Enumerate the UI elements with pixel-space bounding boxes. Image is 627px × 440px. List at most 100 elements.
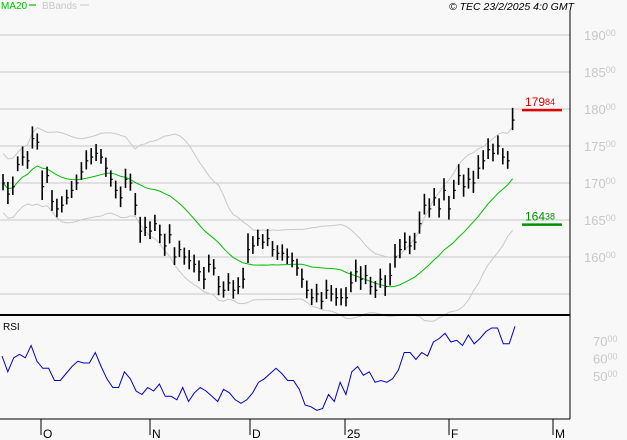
- price-bar: [261, 234, 265, 249]
- price-bar: [423, 193, 427, 215]
- price-bar: [369, 276, 373, 295]
- price-bar: [90, 148, 94, 165]
- price-bar: [51, 190, 54, 211]
- price-bar: [80, 162, 84, 180]
- legend-bbands: BBands: [42, 1, 77, 12]
- price-tick-label: 18500: [584, 65, 616, 80]
- price-tick-label: 16500: [584, 213, 616, 228]
- price-bar: [506, 151, 510, 169]
- price-bar: [193, 254, 197, 273]
- price-bar: [492, 143, 495, 162]
- price-bar: [345, 287, 348, 307]
- price-tick-label: 19000: [584, 28, 616, 43]
- month-label: 25: [347, 427, 361, 440]
- price-tick-label: 17000: [584, 176, 616, 191]
- price-bar: [208, 254, 211, 273]
- price-bar: [46, 166, 50, 183]
- price-axis: 19000 18500 18000 17500 17000 16500 16000: [584, 28, 616, 265]
- price-bar: [188, 250, 192, 270]
- price-bar: [477, 155, 481, 179]
- price-bar: [134, 192, 138, 216]
- bollinger-bands: [2, 126, 513, 322]
- ma20-path: [2, 165, 513, 288]
- price-bar: [12, 176, 15, 196]
- price-bar: [301, 268, 304, 288]
- price-bar: [203, 266, 206, 290]
- price-bar: [21, 146, 25, 166]
- rsi-line: [1, 326, 516, 411]
- price-bar: [403, 232, 407, 251]
- price-bar: [56, 198, 59, 218]
- price-bar: [408, 235, 412, 255]
- price-bar: [438, 198, 442, 218]
- price-bar: [443, 178, 446, 201]
- month-label: D: [252, 427, 261, 440]
- price-bar: [354, 259, 358, 282]
- price-bar: [310, 288, 314, 306]
- price-bar: [276, 245, 280, 260]
- price-bar: [16, 156, 20, 172]
- price-bar: [217, 276, 221, 296]
- price-bar: [227, 273, 231, 291]
- price-bar: [291, 252, 295, 268]
- price-bar: [2, 174, 5, 191]
- price-bar: [315, 283, 319, 303]
- price-bar: [75, 174, 79, 190]
- price-bar: [31, 126, 35, 149]
- price-bar: [271, 241, 275, 257]
- price-bar: [296, 258, 299, 276]
- price-marker-label: 16438: [525, 210, 555, 224]
- price-bar: [168, 224, 172, 244]
- price-bar: [374, 280, 378, 298]
- price-bar: [256, 229, 260, 246]
- price-bar: [252, 236, 255, 254]
- rsi-tick-label: 6000: [593, 352, 617, 367]
- price-bar: [159, 224, 162, 244]
- rsi-axis: 7000 6000 5000: [593, 334, 617, 384]
- price-bar: [144, 216, 148, 237]
- price-bar: [105, 157, 108, 177]
- bbands-lower: [2, 203, 513, 322]
- price-bar: [65, 189, 69, 205]
- price-bar: [281, 244, 285, 261]
- time-axis: O N D 25 F M: [40, 419, 565, 440]
- price-tick-label: 18000: [584, 102, 616, 117]
- price-bar: [320, 292, 324, 310]
- price-bar: [60, 196, 64, 213]
- price-bar: [399, 239, 402, 259]
- price-bar: [394, 243, 397, 268]
- rsi-tick-label: 5000: [593, 369, 617, 384]
- price-tick-label: 17500: [584, 139, 616, 154]
- price-bar: [173, 247, 177, 265]
- price-bar: [163, 233, 167, 256]
- price-tick-label: 16000: [584, 250, 616, 265]
- price-bar: [286, 248, 290, 264]
- price-bar: [232, 280, 236, 299]
- price-bar: [448, 195, 451, 220]
- price-bar: [482, 150, 486, 170]
- rsi-label: RSI: [3, 322, 20, 333]
- price-bar: [26, 151, 30, 169]
- price-bar: [266, 229, 270, 247]
- price-bar: [95, 144, 99, 162]
- price-bar: [222, 281, 226, 298]
- price-bar: [110, 170, 113, 187]
- rsi-tick-label: 7000: [593, 334, 617, 349]
- legend-ma20: MA20: [1, 1, 28, 12]
- price-bar: [183, 247, 187, 265]
- price-bar: [198, 260, 201, 282]
- price-bar: [472, 170, 476, 193]
- price-bar: [100, 148, 103, 164]
- price-bar: [364, 264, 368, 285]
- price-markers: 17984 16438: [522, 95, 562, 226]
- price-bar: [350, 271, 353, 293]
- price-bar: [129, 173, 133, 191]
- price-bar: [330, 285, 334, 302]
- month-label: F: [451, 427, 458, 440]
- price-bar: [124, 168, 128, 188]
- price-bar: [418, 211, 422, 234]
- price-bar: [178, 240, 182, 257]
- ma20-line: [2, 165, 513, 288]
- price-bar: [379, 268, 383, 288]
